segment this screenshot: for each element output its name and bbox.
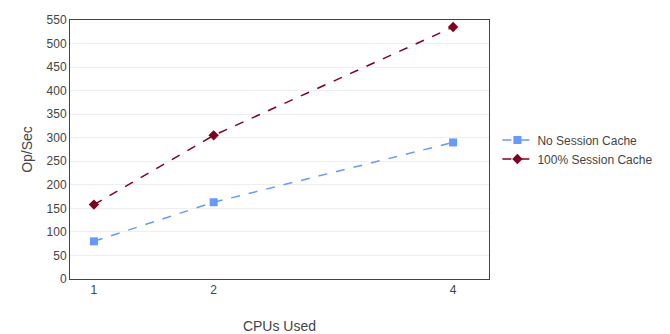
svg-text:450: 450 [47, 60, 67, 74]
svg-text:500: 500 [47, 37, 67, 51]
svg-text:150: 150 [47, 202, 67, 216]
svg-text:200: 200 [47, 178, 67, 192]
svg-text:300: 300 [47, 131, 67, 145]
svg-text:100: 100 [47, 225, 67, 239]
svg-text:50: 50 [53, 249, 67, 263]
svg-text:4: 4 [450, 283, 457, 297]
svg-text:250: 250 [47, 154, 67, 168]
svg-text:350: 350 [47, 107, 67, 121]
svg-text:Op/Sec: Op/Sec [19, 126, 35, 173]
svg-text:0: 0 [60, 272, 67, 286]
svg-text:2: 2 [210, 283, 217, 297]
svg-text:CPUs Used: CPUs Used [243, 318, 316, 334]
svg-text:100% Session Cache: 100% Session Cache [537, 153, 652, 167]
svg-text:1: 1 [91, 283, 98, 297]
svg-text:550: 550 [47, 13, 67, 27]
svg-text:No Session Cache: No Session Cache [537, 134, 637, 148]
svg-text:400: 400 [47, 84, 67, 98]
